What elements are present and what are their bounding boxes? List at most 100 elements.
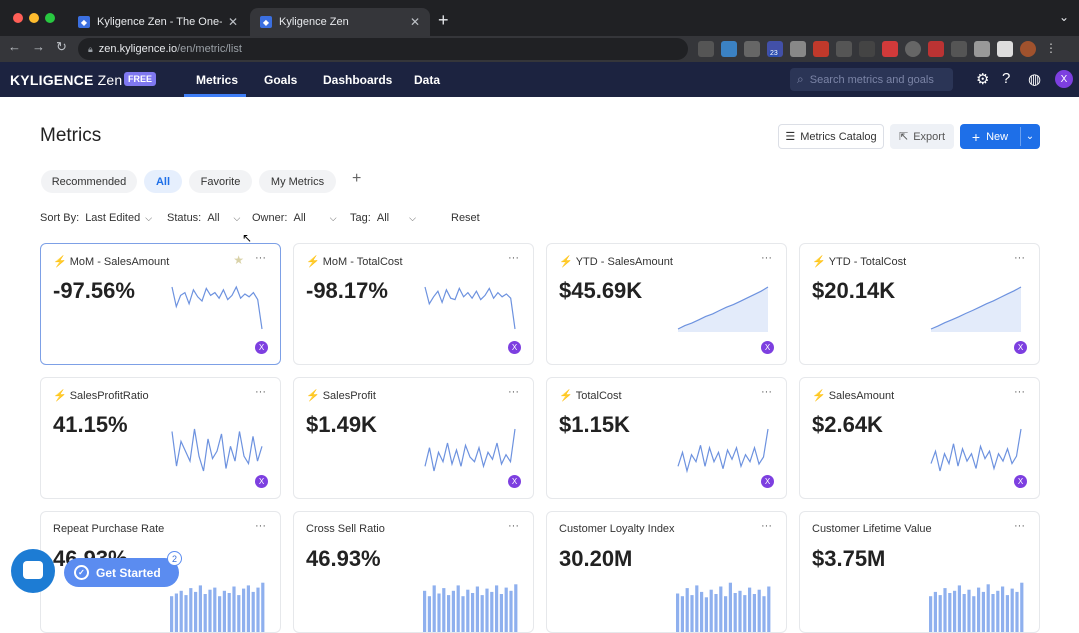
settings-gear-icon[interactable]: ⚙ — [976, 70, 989, 88]
url-bar[interactable]: 🔒︎ zen.kyligence.io/en/metric/list — [78, 38, 688, 60]
more-options-icon[interactable]: ··· — [255, 520, 266, 532]
tab-favorite[interactable]: Favorite — [189, 170, 252, 193]
sparkline-line — [172, 429, 262, 471]
more-options-icon[interactable]: ··· — [255, 386, 266, 398]
more-options-icon[interactable]: ··· — [761, 252, 772, 264]
brand-logo[interactable]: KYLIGENCE Zen — [10, 72, 122, 88]
metric-card[interactable]: ⚡MoM - SalesAmount★···-97.56%X — [40, 243, 281, 365]
metric-name: MoM - TotalCost — [323, 256, 403, 268]
sparkline-line — [425, 287, 515, 329]
forward-arrow-icon[interactable]: → — [32, 39, 45, 54]
status-filter[interactable]: Status: All⌵ — [167, 212, 240, 224]
more-options-icon[interactable]: ··· — [1014, 386, 1025, 398]
nav-data[interactable]: Data — [414, 73, 440, 87]
get-started-button[interactable]: ✓Get Started — [64, 558, 179, 587]
reset-filters-button[interactable]: Reset — [451, 212, 480, 224]
new-tab-button[interactable]: + — [438, 10, 449, 31]
extension-icon[interactable] — [698, 41, 714, 57]
sidebar-icon[interactable] — [997, 41, 1013, 57]
extension-badge: 23 — [769, 50, 779, 57]
kebab-menu-icon[interactable]: ⋮ — [1043, 41, 1059, 57]
more-options-icon[interactable]: ··· — [761, 386, 772, 398]
profile-avatar-icon[interactable] — [1020, 41, 1036, 57]
owner-avatar-badge: X — [1014, 341, 1027, 354]
owner-avatar-badge: X — [255, 341, 268, 354]
tag-filter[interactable]: Tag: All⌵ — [350, 212, 416, 224]
extension-icon[interactable] — [744, 41, 760, 57]
close-tab-icon[interactable]: ✕ — [228, 15, 238, 29]
more-options-icon[interactable]: ··· — [255, 252, 266, 264]
metric-card[interactable]: ⚡SalesProfitRatio···41.15%X — [40, 377, 281, 499]
metrics-catalog-button[interactable]: ☰Metrics Catalog — [778, 124, 884, 149]
extension-icon[interactable] — [836, 41, 852, 57]
owner-avatar-badge: X — [1014, 475, 1027, 488]
maximize-window-button[interactable] — [45, 13, 55, 23]
tab-search-icon[interactable]: ⌄ — [1059, 10, 1069, 24]
back-arrow-icon[interactable]: ← — [8, 39, 21, 54]
extension-icon[interactable] — [721, 41, 737, 57]
extension-icon[interactable] — [905, 41, 921, 57]
nav-dashboards[interactable]: Dashboards — [323, 73, 392, 87]
extension-icon[interactable] — [928, 41, 944, 57]
metric-card[interactable]: Cross Sell Ratio···46.93% — [293, 511, 534, 633]
search-icon: ⌕ — [797, 72, 804, 87]
help-icon[interactable]: ? — [1002, 70, 1010, 87]
sparkline-bar — [690, 595, 693, 633]
nav-metrics[interactable]: Metrics — [196, 73, 238, 87]
close-tab-icon[interactable]: ✕ — [410, 15, 420, 29]
nav-goals[interactable]: Goals — [264, 73, 297, 87]
minimize-window-button[interactable] — [29, 13, 39, 23]
favorite-star-icon[interactable]: ★ — [233, 253, 244, 267]
lightning-icon: ⚡ — [53, 256, 67, 268]
browser-tab-2[interactable]: ◆ Kyligence Zen ✕ — [250, 8, 430, 36]
extension-icon[interactable] — [859, 41, 875, 57]
new-button[interactable]: +New ⌄ — [960, 124, 1040, 149]
tab-my-metrics[interactable]: My Metrics — [259, 170, 336, 193]
more-options-icon[interactable]: ··· — [508, 386, 519, 398]
tab-recommended[interactable]: Recommended — [41, 170, 137, 193]
sparkline-bar — [471, 593, 474, 633]
metric-value: 41.15% — [53, 412, 128, 438]
puzzle-icon[interactable] — [974, 41, 990, 57]
new-dropdown-chevron-icon[interactable]: ⌄ — [1020, 124, 1040, 149]
extension-icon[interactable] — [813, 41, 829, 57]
more-options-icon[interactable]: ··· — [508, 252, 519, 264]
mouse-cursor-icon: ↖ — [242, 231, 252, 245]
metric-card[interactable]: Customer Loyalty Index···30.20M — [546, 511, 787, 633]
extension-icon[interactable]: 23 — [767, 41, 783, 57]
extension-icon[interactable] — [882, 41, 898, 57]
browser-tab-1[interactable]: ◆ Kyligence Zen - The One-Stop ✕ — [68, 8, 248, 36]
tab-all[interactable]: All — [144, 170, 182, 193]
more-options-icon[interactable]: ··· — [1014, 252, 1025, 264]
sparkline-bar — [1015, 592, 1018, 633]
metric-card[interactable]: Customer Lifetime Value···$3.75M — [799, 511, 1040, 633]
new-button-main[interactable]: +New — [960, 124, 1020, 149]
extension-icon[interactable] — [951, 41, 967, 57]
more-options-icon[interactable]: ··· — [508, 520, 519, 532]
user-avatar[interactable]: X — [1055, 70, 1073, 88]
export-button[interactable]: ⇱Export — [890, 124, 954, 149]
owner-filter[interactable]: Owner: All⌵ — [252, 212, 337, 224]
metric-card[interactable]: ⚡MoM - TotalCost···-98.17%X — [293, 243, 534, 365]
add-tab-icon[interactable]: + — [352, 170, 361, 188]
extension-icon[interactable] — [790, 41, 806, 57]
more-options-icon[interactable]: ··· — [1014, 520, 1025, 532]
more-options-icon[interactable]: ··· — [761, 520, 772, 532]
tab-bar: ◆ Kyligence Zen - The One-Stop ✕ ◆ Kylig… — [0, 0, 1079, 36]
language-globe-icon[interactable]: ◍ — [1028, 70, 1041, 88]
search-input[interactable]: ⌕ Search metrics and goals — [790, 68, 953, 91]
close-window-button[interactable] — [13, 13, 23, 23]
sparkline-bar — [762, 596, 765, 633]
tag-label: Tag: — [350, 212, 371, 224]
sort-by-filter[interactable]: Sort By: Last Edited⌵ — [40, 212, 152, 224]
metric-name: Customer Loyalty Index — [559, 523, 675, 535]
chat-support-button[interactable] — [11, 549, 55, 593]
reload-icon[interactable]: ↻ — [56, 39, 67, 55]
sparkline-bar — [208, 590, 211, 633]
metric-card-title: ⚡SalesAmount — [812, 389, 894, 402]
